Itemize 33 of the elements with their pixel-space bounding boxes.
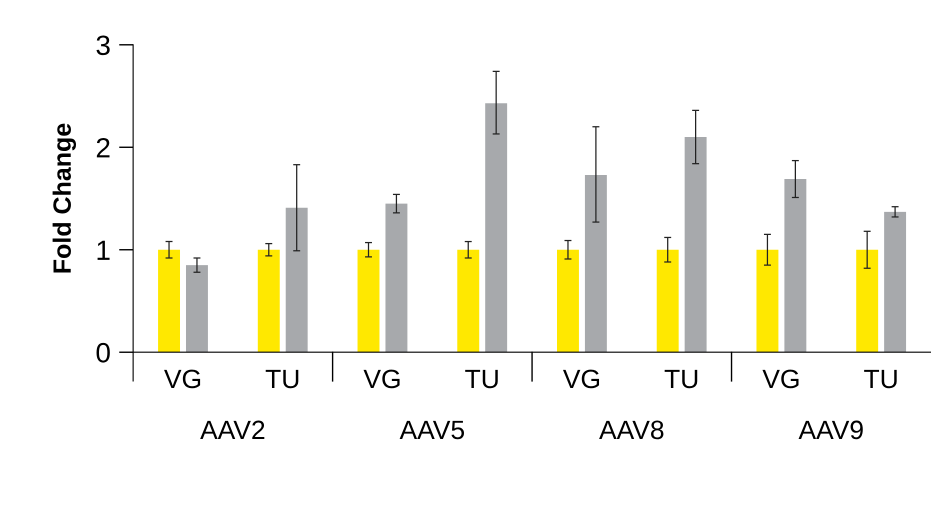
text: AAV5 (400, 420, 464, 440)
bar (186, 265, 208, 352)
x-tick-label: VG (364, 370, 400, 388)
bar (286, 208, 308, 352)
bar (557, 250, 579, 352)
text: AAV9 (798, 420, 863, 440)
x-tick-label: TU (266, 370, 298, 388)
bar (258, 250, 280, 352)
bar (358, 250, 380, 352)
bar (457, 250, 480, 352)
text: AAV2 (200, 420, 264, 439)
bar (656, 250, 679, 352)
x-tick-label: TU (465, 370, 498, 388)
x-tick-label: VG (164, 370, 200, 388)
x-tick-label: VG (562, 370, 600, 388)
text: AAV8 (599, 420, 664, 440)
x-tick-label: VG (762, 370, 798, 388)
bar (385, 204, 408, 352)
x-tick-label: TU (664, 370, 698, 388)
y-axis-title: Fold Change (52, 124, 76, 273)
y-tick-label: 1 (98, 240, 110, 260)
x-tick-label: TU (864, 370, 897, 388)
bar (784, 179, 806, 352)
bar (584, 174, 607, 352)
bar (756, 250, 778, 352)
y-tick-label: 0 (96, 342, 110, 363)
y-tick-label: 2 (96, 138, 110, 158)
bar (684, 137, 707, 352)
bar (884, 212, 906, 352)
y-tick-label: 3 (96, 35, 110, 56)
bar (158, 250, 180, 352)
bar (485, 103, 508, 352)
bar (856, 250, 878, 352)
